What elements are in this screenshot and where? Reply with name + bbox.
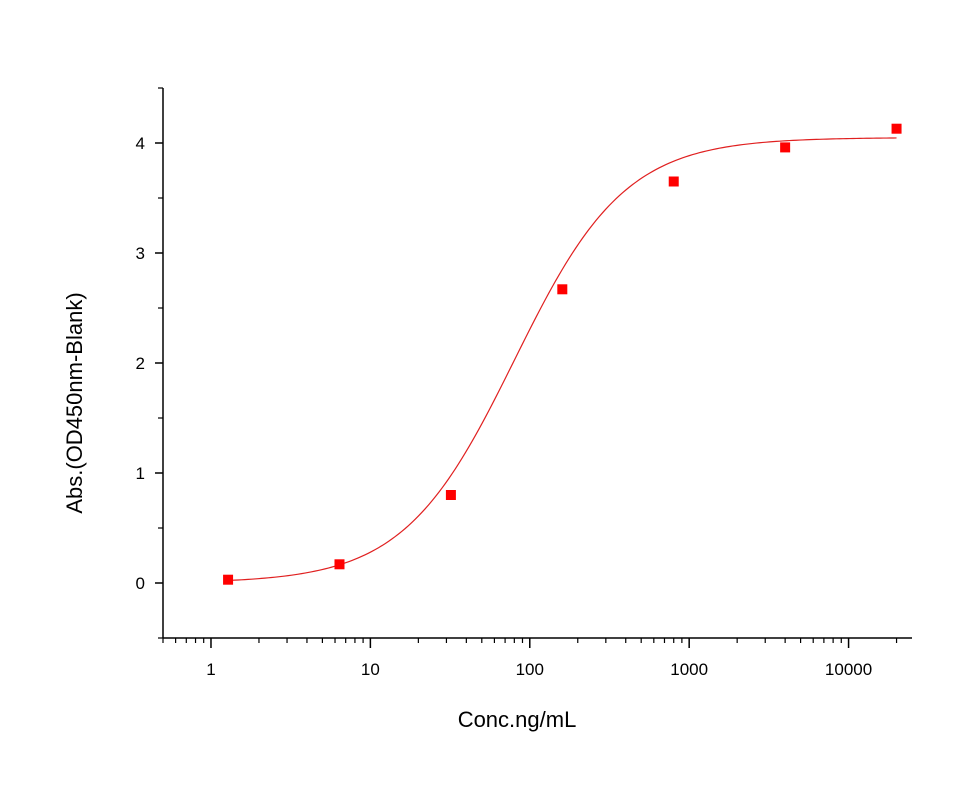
fit-curve-line [228, 137, 897, 582]
y-tick-label: 4 [136, 134, 145, 153]
y-tick-label: 3 [136, 244, 145, 263]
data-point [334, 559, 345, 570]
data-point [668, 176, 679, 187]
data-point [445, 490, 456, 500]
y-tick-label: 1 [136, 464, 145, 483]
x-tick-label: 10000 [825, 660, 872, 679]
axes: 0 1 2 3 4 1 10 100 1000 10000 [136, 87, 912, 679]
x-tick-label: 10 [361, 660, 380, 679]
data-points-layer [223, 123, 902, 585]
data-point [780, 142, 791, 153]
data-point [891, 123, 902, 134]
fit-curve-layer [228, 137, 897, 582]
x-axis-title: Conc.ng/mL [458, 707, 577, 732]
data-point [223, 574, 234, 585]
x-tick-label: 1000 [670, 660, 708, 679]
y-tick-label: 2 [136, 354, 145, 373]
y-tick-label: 0 [136, 574, 145, 593]
x-tick-label: 1 [206, 660, 215, 679]
data-point [557, 284, 568, 295]
x-tick-label: 100 [516, 660, 544, 679]
y-axis-title: Abs.(OD450nm-Blank) [62, 292, 87, 513]
